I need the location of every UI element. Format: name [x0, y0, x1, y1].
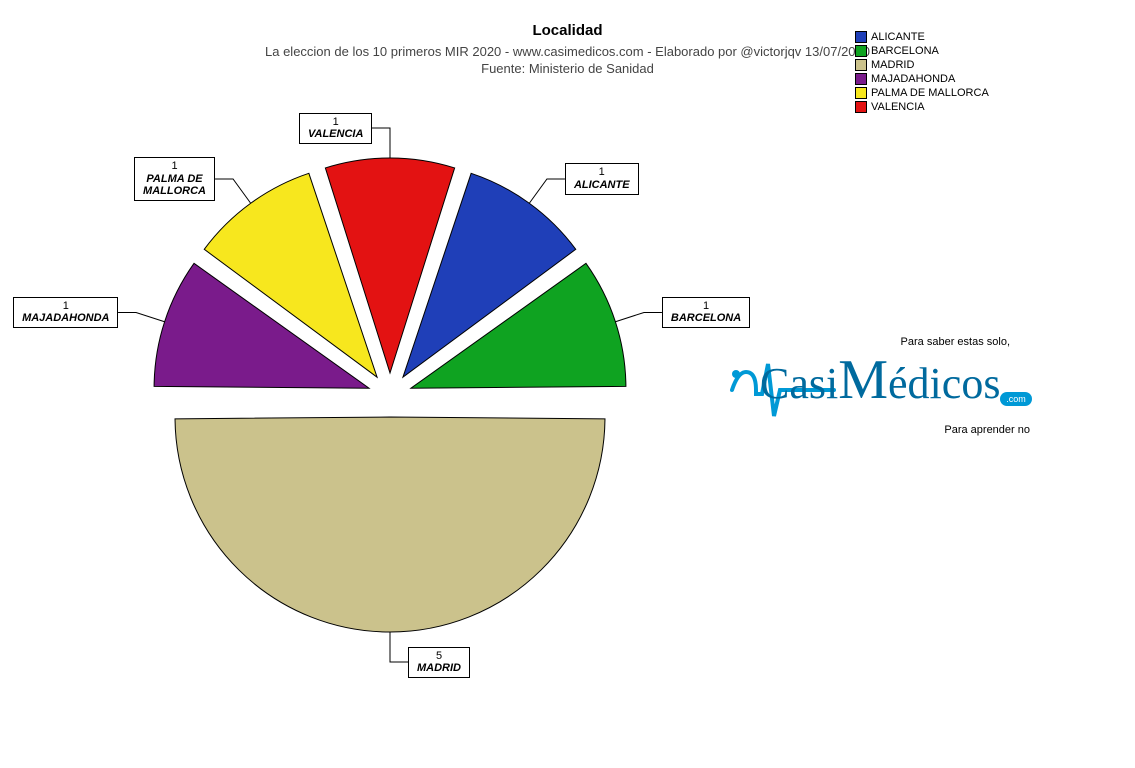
logo-brand-text: CasiMédicos: [760, 349, 1000, 411]
slice-name: MAJADAHONDA: [22, 312, 109, 324]
legend-label: PALMA DE MALLORCA: [871, 87, 989, 99]
slice-name: ALICANTE: [574, 179, 630, 191]
legend-swatch: [855, 31, 867, 43]
slice-name: PALMA DE MALLORCA: [143, 173, 206, 197]
legend: ALICANTE BARCELONA MADRID MAJADAHONDA PALMA …: [855, 30, 989, 114]
legend-swatch: [855, 101, 867, 113]
logo-dotcom-text: .com: [1006, 394, 1026, 404]
legend-label: BARCELONA: [871, 45, 939, 57]
legend-swatch: [855, 87, 867, 99]
leader-line: [118, 312, 165, 321]
leader-line: [615, 312, 662, 321]
leader-line: [215, 179, 251, 203]
legend-item: BARCELONA: [855, 44, 989, 58]
brand-logo: Para saber estas solo, CasiMédicos .com …: [720, 340, 1040, 430]
slice-label-palma-de-mallorca: 1PALMA DE MALLORCA: [134, 157, 215, 200]
slice-value: 1: [574, 166, 630, 178]
legend-label: MADRID: [871, 59, 914, 71]
slice-name: BARCELONA: [671, 312, 741, 324]
slice-value: 1: [671, 300, 741, 312]
slice-name: MADRID: [417, 662, 461, 674]
legend-item: ALICANTE: [855, 30, 989, 44]
legend-swatch: [855, 73, 867, 85]
logo-graphic: CasiMédicos .com: [720, 340, 1040, 430]
legend-item: MAJADAHONDA: [855, 72, 989, 86]
legend-item: PALMA DE MALLORCA: [855, 86, 989, 100]
pie-slice-madrid: [175, 417, 605, 632]
slice-value: 1: [22, 300, 109, 312]
leader-line: [390, 632, 408, 662]
leader-line: [529, 179, 565, 203]
slice-value: 1: [308, 116, 363, 128]
slice-label-majadahonda: 1MAJADAHONDA: [13, 297, 118, 328]
legend-label: VALENCIA: [871, 101, 925, 113]
slice-label-madrid: 5MADRID: [408, 647, 470, 678]
logo-tagline-bottom: Para aprender no: [944, 424, 1030, 436]
legend-label: MAJADAHONDA: [871, 73, 955, 85]
logo-dot-left: [732, 370, 740, 378]
slice-name: VALENCIA: [308, 128, 363, 140]
slice-value: 1: [143, 160, 206, 172]
legend-item: MADRID: [855, 58, 989, 72]
slice-label-valencia: 1VALENCIA: [299, 113, 372, 144]
legend-item: VALENCIA: [855, 100, 989, 114]
slice-label-alicante: 1ALICANTE: [565, 163, 639, 194]
legend-swatch: [855, 45, 867, 57]
legend-label: ALICANTE: [871, 31, 925, 43]
leader-line: [372, 128, 390, 158]
slice-value: 5: [417, 650, 461, 662]
slice-label-barcelona: 1BARCELONA: [662, 297, 750, 328]
legend-swatch: [855, 59, 867, 71]
